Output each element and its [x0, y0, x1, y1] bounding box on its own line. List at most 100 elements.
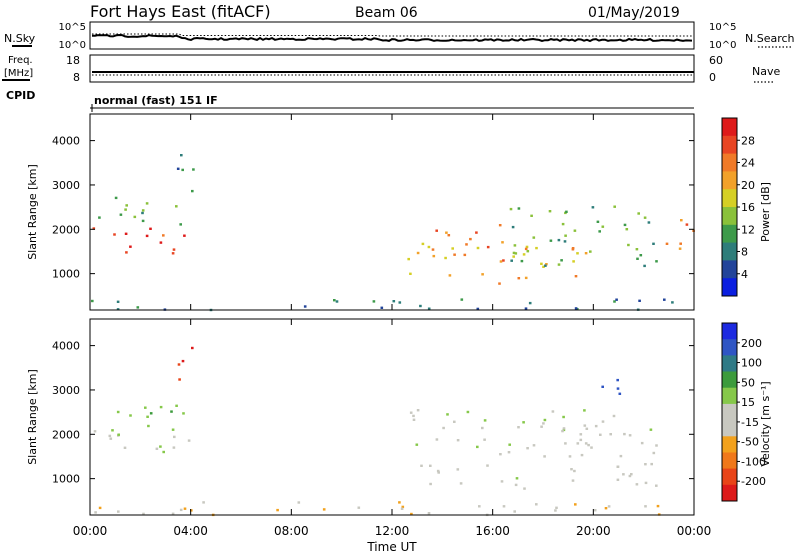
range-cell	[444, 256, 447, 260]
range-cell	[627, 243, 630, 247]
range-cell	[159, 241, 163, 244]
y-tick-label: 3000	[52, 384, 80, 397]
colorbar-segment	[722, 436, 737, 453]
range-cell	[412, 418, 416, 421]
range-cell	[400, 507, 404, 510]
range-cell	[181, 168, 184, 172]
range-cell	[486, 245, 490, 249]
x-tick-label: 08:00	[274, 524, 309, 538]
range-cell	[680, 219, 683, 222]
range-cell	[91, 299, 94, 303]
range-cell	[398, 501, 401, 504]
range-cell	[652, 451, 656, 455]
velocity-panel-frame	[89, 318, 695, 516]
range-cell	[427, 307, 431, 310]
range-cell	[601, 385, 604, 388]
range-cell	[510, 259, 513, 262]
time-axis-label: Time UT	[366, 540, 417, 554]
range-cell	[159, 405, 163, 409]
range-cell	[175, 205, 178, 208]
freq-tick-bottom: 8	[73, 71, 80, 84]
range-cell	[469, 237, 472, 241]
range-cell	[678, 247, 682, 250]
range-cell	[524, 247, 528, 251]
range-cell	[124, 232, 128, 235]
range-cell	[173, 435, 176, 439]
range-cell	[652, 242, 655, 245]
range-cell	[579, 438, 583, 442]
range-cell	[136, 306, 140, 309]
colorbar-segment	[722, 387, 737, 405]
range-cell	[182, 412, 185, 415]
station-title: Fort Hays East (fitACF)	[90, 2, 271, 21]
colorbar-segment	[722, 484, 737, 502]
range-cell	[535, 246, 538, 250]
y-tick-label: 2000	[52, 428, 80, 441]
range-cell	[129, 245, 132, 248]
noise-sky-trace	[92, 33, 693, 43]
range-cell	[119, 213, 123, 216]
power-cells	[91, 154, 695, 312]
range-cell	[499, 260, 503, 263]
power-ylabel: Slant Range [km]	[26, 164, 39, 260]
range-cell	[481, 426, 484, 430]
range-cell	[507, 451, 511, 454]
y-tick-label: 1000	[52, 473, 80, 486]
range-cell	[616, 465, 620, 468]
range-cell	[159, 445, 162, 448]
colorbar-segment	[722, 189, 737, 208]
range-cell	[141, 219, 145, 223]
range-cell	[635, 248, 639, 251]
range-cell	[459, 482, 463, 485]
range-cell	[427, 245, 431, 249]
colorbar-segment	[722, 371, 737, 389]
range-cell	[141, 211, 144, 215]
range-cell	[619, 454, 623, 458]
velocity-ylabel: Slant Range [km]	[26, 369, 39, 465]
range-cell	[392, 300, 396, 303]
range-cell	[179, 508, 183, 512]
range-cell	[475, 231, 478, 234]
range-cell	[144, 406, 147, 409]
range-cell	[108, 434, 112, 438]
range-cell	[594, 424, 598, 428]
range-cell	[92, 227, 96, 230]
range-cell	[183, 507, 187, 510]
range-cell	[445, 231, 448, 234]
y-tick-label: 4000	[52, 340, 80, 353]
y-tick-label: 2000	[52, 223, 80, 236]
range-cell	[576, 252, 579, 255]
range-cell	[93, 430, 97, 433]
range-cell	[628, 434, 632, 437]
velocity-y-axis: 4000 3000 2000 1000	[52, 340, 694, 486]
range-cell	[435, 229, 438, 232]
range-cell	[638, 299, 641, 302]
range-cell	[601, 225, 605, 228]
range-cell	[476, 246, 480, 250]
range-cell	[124, 208, 127, 211]
range-cell	[149, 227, 152, 230]
range-cell	[94, 511, 97, 514]
range-cell	[604, 507, 608, 510]
range-cell	[656, 504, 660, 508]
range-cell	[522, 421, 525, 424]
range-cell	[409, 272, 412, 275]
colorbar-tick-label: 16	[741, 201, 755, 214]
range-cell	[574, 307, 578, 310]
range-cell	[528, 301, 532, 305]
colorbar-segment	[722, 135, 737, 155]
nave-tick-bottom: 0	[709, 71, 716, 84]
range-cell	[113, 233, 116, 236]
range-cell	[526, 250, 530, 253]
range-cell	[545, 263, 548, 266]
range-cell	[147, 424, 150, 428]
range-cell	[427, 512, 431, 515]
noise-panel-frame	[89, 21, 695, 50]
range-cell	[564, 234, 567, 237]
range-cell	[532, 236, 536, 239]
time-axis: 00:00 04:00 08:00 12:00 16:00 20:00 00:00	[73, 114, 711, 538]
range-cell	[573, 469, 576, 473]
range-cell	[576, 442, 580, 445]
range-cell	[671, 301, 674, 304]
range-cell	[568, 455, 572, 458]
